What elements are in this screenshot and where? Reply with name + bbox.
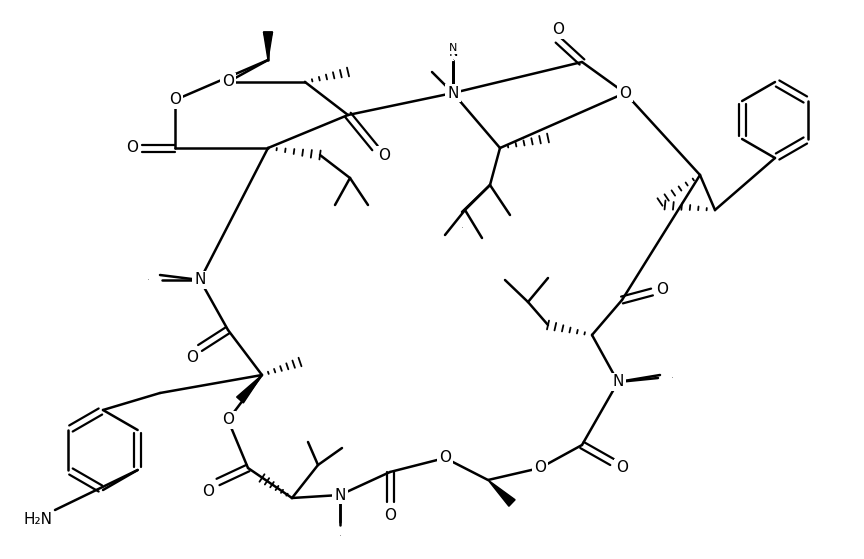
Text: N: N	[671, 377, 672, 378]
Text: O: O	[616, 461, 628, 476]
Text: N: N	[194, 272, 206, 287]
Polygon shape	[237, 375, 262, 403]
Text: O: O	[534, 461, 546, 476]
Text: N: N	[448, 43, 457, 53]
Text: O: O	[186, 350, 198, 366]
Text: N: N	[461, 228, 462, 229]
Text: N: N	[613, 375, 624, 390]
Text: O: O	[222, 74, 234, 89]
Text: N: N	[194, 272, 206, 287]
Text: O: O	[126, 140, 138, 155]
Text: O: O	[619, 86, 631, 101]
Text: O: O	[222, 413, 234, 428]
Text: O: O	[384, 508, 396, 523]
Text: N: N	[334, 487, 346, 503]
Text: O: O	[439, 451, 451, 466]
Polygon shape	[264, 32, 272, 60]
Text: N: N	[448, 86, 459, 101]
Text: O: O	[656, 282, 668, 297]
Text: N: N	[448, 45, 458, 59]
Text: H₂N: H₂N	[23, 513, 53, 528]
Polygon shape	[488, 480, 515, 506]
Text: O: O	[378, 148, 390, 163]
Text: N: N	[448, 86, 459, 101]
Text: N: N	[453, 48, 454, 49]
Polygon shape	[264, 32, 272, 48]
Text: O: O	[202, 485, 214, 500]
Text: N: N	[148, 280, 149, 281]
Text: O: O	[169, 92, 181, 107]
Text: N: N	[453, 59, 454, 60]
Text: N: N	[334, 487, 346, 503]
Text: N: N	[613, 375, 624, 390]
Text: O: O	[552, 22, 564, 37]
